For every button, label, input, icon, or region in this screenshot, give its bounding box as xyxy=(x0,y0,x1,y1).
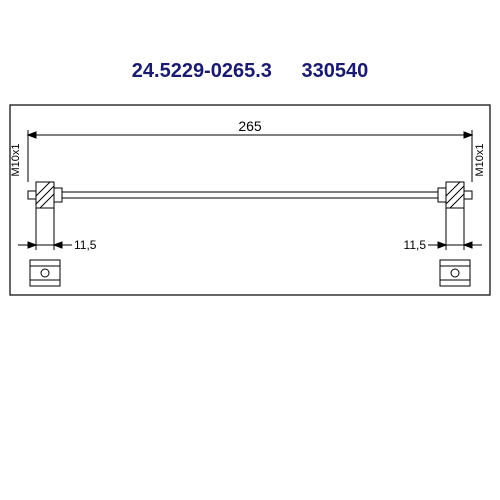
thread-label-right: M10x1 xyxy=(474,143,486,176)
dim-fitting-left-label: 11,5 xyxy=(74,238,97,252)
detail-right xyxy=(440,260,470,286)
detail-left xyxy=(30,260,60,286)
dim-overall-length xyxy=(28,130,472,182)
dim-overall-length-label: 265 xyxy=(238,118,262,134)
dim-fitting-right xyxy=(428,208,482,250)
technical-drawing: 265 M10x1 M10x1 11,5 xyxy=(0,100,500,360)
header: 24.5229-0265.3 330540 xyxy=(0,0,500,83)
dim-fitting-right-label: 11,5 xyxy=(404,238,427,252)
part-number: 24.5229-0265.3 xyxy=(132,60,272,82)
thread-label-left: M10x1 xyxy=(10,143,22,176)
part-code: 330540 xyxy=(301,60,368,82)
dim-fitting-left xyxy=(18,208,72,250)
hose-assembly xyxy=(28,182,472,208)
